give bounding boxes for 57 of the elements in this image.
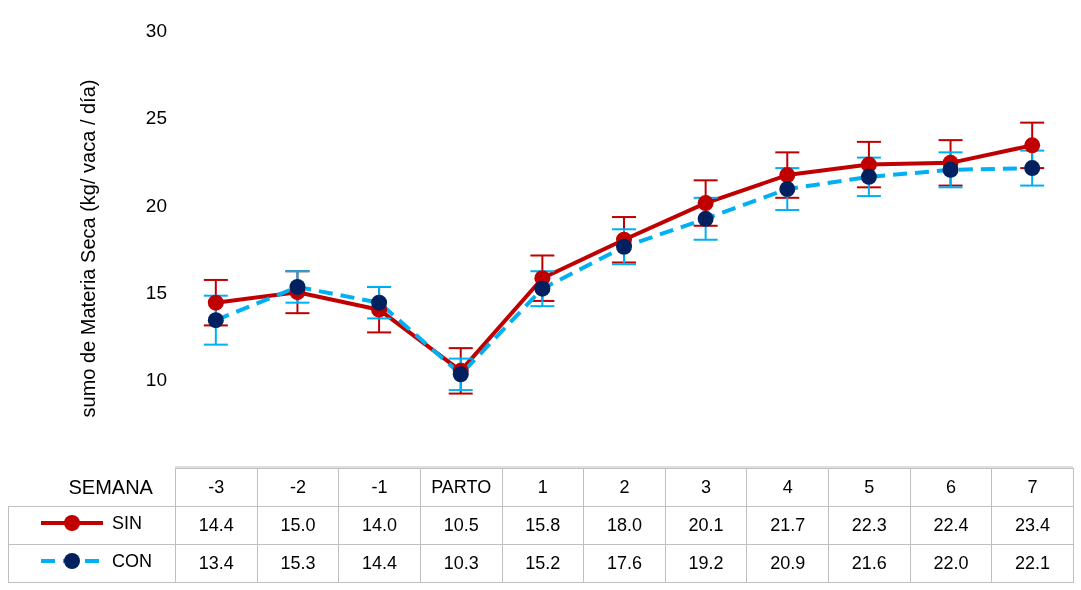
y-tick-label: 15	[145, 281, 167, 303]
point	[779, 181, 796, 198]
y-tick-label: 30	[145, 19, 167, 41]
data-label: 22.0	[910, 544, 992, 583]
point	[942, 161, 959, 178]
data-label: 23.4	[991, 506, 1074, 545]
data-label: 21.7	[746, 506, 829, 545]
data-label: 13.4	[175, 544, 258, 583]
point	[534, 280, 551, 297]
x-tick-label: 5	[828, 468, 911, 507]
point	[779, 167, 796, 184]
y-tick-label: 25	[145, 107, 167, 129]
data-label: 17.6	[583, 544, 666, 583]
y-tick-label: 10	[145, 369, 167, 391]
point	[1024, 160, 1041, 177]
data-label: 22.4	[910, 506, 992, 545]
point	[697, 195, 714, 212]
data-label: 18.0	[583, 506, 666, 545]
point	[1024, 137, 1041, 154]
data-label: 10.5	[420, 506, 502, 545]
point	[452, 366, 469, 383]
data-label: 15.2	[502, 544, 584, 583]
x-tick-label: 1	[502, 468, 584, 507]
y-tick-label: 20	[145, 194, 167, 216]
data-label: 22.3	[828, 506, 911, 545]
x-tick-label: 6	[910, 468, 992, 507]
x-tick-label: 7	[991, 468, 1074, 507]
x-tick-label: 4	[746, 468, 829, 507]
data-label: 14.4	[338, 544, 421, 583]
point	[697, 210, 714, 227]
data-label: 10.3	[420, 544, 502, 583]
point	[860, 168, 877, 185]
x-tick-label: -3	[175, 468, 258, 507]
data-label: 15.8	[502, 506, 584, 545]
data-label: 14.0	[338, 506, 421, 545]
point	[616, 238, 632, 255]
point	[371, 294, 388, 311]
data-label: 20.1	[665, 506, 747, 545]
point	[207, 312, 224, 329]
data-label: 22.1	[991, 544, 1074, 583]
x-tick-label: PARTO	[420, 468, 502, 507]
point	[289, 278, 306, 295]
data-label: 19.2	[665, 544, 747, 583]
data-label: 14.4	[175, 506, 258, 545]
x-tick-label: 3	[665, 468, 747, 507]
data-label: 21.6	[828, 544, 911, 583]
legend-label: CON	[112, 551, 153, 571]
y-axis-title: sumo de Materia Seca (kg/ vaca / día)	[77, 79, 100, 418]
data-label: 15.0	[257, 506, 339, 545]
x-tick-label: -2	[257, 468, 339, 507]
x-tick-label: -1	[338, 468, 421, 507]
x-axis-title: SEMANA	[67, 474, 154, 500]
data-label: 20.9	[746, 544, 829, 583]
legend-label: SIN	[112, 513, 143, 533]
data-label: 15.3	[257, 544, 339, 583]
point	[207, 294, 224, 311]
x-tick-label: 2	[583, 468, 666, 507]
